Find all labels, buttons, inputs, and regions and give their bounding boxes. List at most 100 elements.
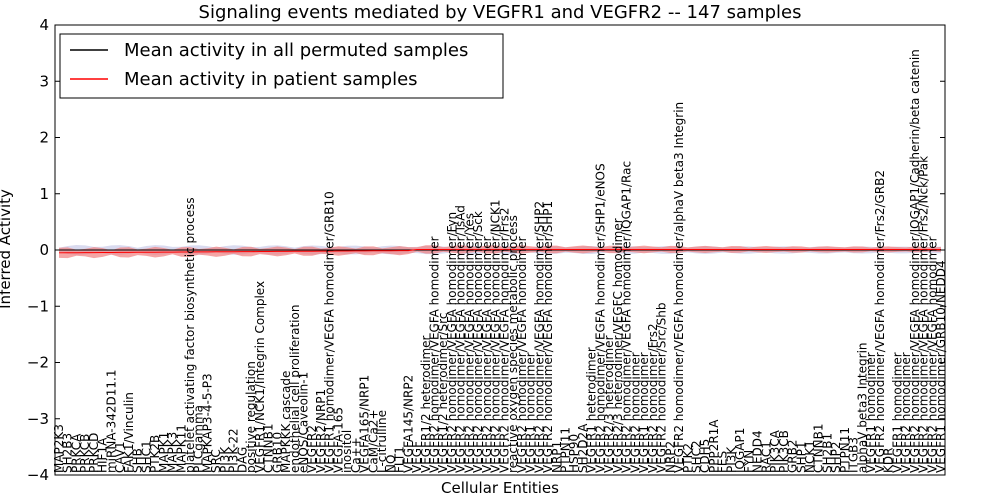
- entity-label: VEGFR2 homodimer/VEGFA homodimer: [515, 236, 529, 473]
- entity-label: MAPK1: [157, 432, 171, 473]
- entity-label: VEGFR1 homodimer: [864, 352, 878, 473]
- entity-label: PI3K-22: [227, 428, 241, 473]
- entity-label: NRP1: [550, 441, 564, 473]
- entity-label: VEGFA145/NRP2: [401, 375, 415, 473]
- y-tick-label: 0: [39, 241, 49, 259]
- entity-label: HSP90: [567, 434, 581, 473]
- entity-label: PPP2R1A: [707, 419, 721, 473]
- entity-label: CaM/Ca2+: [366, 409, 380, 473]
- entity-label: VEGFR2: [305, 425, 319, 473]
- entity-label: DAG: [235, 447, 249, 473]
- entity-label: MAPKKK cascade: [279, 371, 293, 473]
- entity-label: PIK3CB: [777, 430, 791, 473]
- entity-label: VEGFR1/2 heterodimer: [419, 335, 433, 473]
- entity-label: VEGFR2 homodimer/VEGFA homodimer: [480, 236, 494, 473]
- entity-label: eNOS/Caveolin-1: [297, 372, 311, 473]
- entity-label: SHB: [131, 448, 145, 473]
- legend-label-patient: Mean activity in patient samples: [124, 69, 418, 90]
- entity-label: PRKCB: [78, 434, 92, 473]
- y-tick-label: 3: [39, 72, 49, 90]
- entity-label: MAPK3: [166, 432, 180, 473]
- entity-label: NEDD4: [751, 430, 765, 473]
- entity-label: VEGFA-165: [331, 407, 345, 473]
- entity-label: positive regulation: [244, 361, 258, 473]
- entity-label: VEGFR2 homodimer/VEGFA homodimer/SHP1/eN…: [593, 163, 607, 473]
- entity-label: SHC2: [689, 440, 703, 473]
- entity-label: SHP2: [829, 441, 843, 473]
- entity-label: miRNA-342D11.1: [104, 370, 118, 473]
- y-tick-label: 1: [39, 185, 49, 203]
- entity-label: MAPK11: [174, 424, 188, 473]
- entity-label: VEGFR2 homodimer/VEGFA homodimer/alphaV …: [672, 102, 686, 473]
- entity-label: SRC: [209, 449, 223, 473]
- entity-label: VEGFR2 homodimer/VEGFA homodimer/Yes: [462, 213, 476, 473]
- entity-label: RAC1: [759, 441, 773, 473]
- entity-label: VEGFR2 homodimer/VEGFA homodimer/Frs2/Nc…: [917, 156, 931, 473]
- entity-label: FLT1: [393, 446, 407, 473]
- entity-label: endothelial cell proliferation: [288, 305, 302, 473]
- entity-label: PTPN11: [558, 427, 572, 473]
- entity-label: FYN: [742, 450, 756, 473]
- y-axis-ticks: 4 3 2 1 0 −1 −2 −3 −4: [27, 16, 945, 484]
- entity-label: VEGFR2 homodimer: [899, 352, 913, 473]
- entity-label: VEGFR2 homodimer/Src/Shb: [655, 302, 669, 473]
- entity-label: NCK1: [803, 440, 817, 473]
- entity-label: KDR: [882, 448, 896, 473]
- entity-label: reactive oxygen species metabolic proces…: [506, 215, 520, 473]
- entity-label: GRB10: [270, 432, 284, 473]
- entity-label: GRB2: [786, 439, 800, 473]
- entity-label: PTK2: [681, 443, 695, 473]
- entity-label: VEGFA165/NRP1: [358, 375, 372, 473]
- entity-label: VEGFR2 homodimer/VEGFA homodimer: [428, 236, 442, 473]
- entity-label: VEGFR2 homodimer/VEGFA homodimer/TsAd: [454, 205, 468, 473]
- entity-label: NRP2: [663, 441, 677, 473]
- y-tick-label: −3: [27, 410, 49, 428]
- entity-label: alphaV beta3 Integrin: [855, 342, 869, 473]
- entity-label: PI3K: [218, 446, 232, 473]
- chart-title: Signaling events mediated by VEGFR1 and …: [199, 2, 802, 23]
- entity-label: PIK3CA: [768, 429, 782, 473]
- entity-label: platelet activating factor biosynthetic …: [183, 197, 197, 473]
- entity-label: FAK1/Vinculin: [122, 392, 136, 473]
- entity-label: VEGFR2 homodimer/VEGFA homodimer/IQGAP1/…: [620, 161, 634, 473]
- entity-label: VEGFR2/3 heterodimer/VEGFC homodimer: [611, 218, 625, 473]
- entity-label: VEGFR2 homodimer/VEGFA homodimer/Fyn: [445, 212, 459, 473]
- entity-label: FES: [716, 451, 730, 473]
- entity-label: VEGFR2 homodimer/VEGFA homodimer/Frs2/GR…: [873, 170, 887, 473]
- entity-label: IQGAP1: [733, 428, 747, 473]
- entity-label: SH2B3: [61, 433, 75, 473]
- entity-label: PTPN11: [838, 427, 852, 473]
- series-lines: [58, 248, 941, 254]
- entity-label: VEGFR1 heterodimer: [585, 347, 599, 473]
- entity-label: SH2B1: [820, 433, 834, 473]
- y-axis-label: Inferred Activity: [0, 189, 14, 309]
- entity-label: CAV1: [113, 441, 127, 473]
- patient-range-band: [59, 245, 941, 259]
- entity-label: PRKCA: [69, 433, 83, 473]
- entity-labels: MAP2K3SH2B3PRKCAPRKCBPRKCDHIF1AmiRNA-342…: [52, 49, 948, 473]
- entity-label: VEGFR2 homodimer/VEGFA homodimer/SHP2: [532, 201, 546, 473]
- entity-label: VEGFR2 homodimer/VEGFA homodimer/SHP1: [541, 201, 555, 473]
- entity-label: PLCgamma: [192, 405, 206, 473]
- y-tick-label: −2: [27, 354, 49, 372]
- entity-label: ITGB3: [847, 437, 861, 473]
- entity-label: PI3K: [724, 446, 738, 473]
- y-tick-label: −1: [27, 297, 49, 315]
- entity-label: CTNNB1: [262, 423, 276, 473]
- entity-label: VEGFR2/3 heterodimer: [602, 335, 616, 473]
- entity-label: CTNNB1: [812, 423, 826, 473]
- legend-box: [59, 33, 504, 99]
- entity-label: MAPKAP3-4-5-P3: [200, 373, 214, 473]
- entity-label: VEGFR1 homodimer/GRB10/NEDD4: [934, 260, 948, 473]
- entity-label: SH2D2A: [576, 423, 590, 473]
- entity-label: PTK2B: [148, 435, 162, 473]
- entity-label: VEGFR1/2 heterodimer/Src: [436, 313, 450, 473]
- x-axis-label: Cellular Entities: [441, 479, 559, 497]
- entity-label: HIF1A: [96, 437, 110, 473]
- entity-label: VEGFR2/NRP1: [314, 389, 328, 473]
- entity-label: VEGFR2 homodimer/VEGFA homodimer/Sck: [471, 211, 485, 473]
- entity-label: VEGFR2 homodimer: [628, 352, 642, 473]
- entity-label: VEGFR2 homodimer/VEGFA homodimer: [925, 236, 939, 473]
- entity-label: VEGFR1 homodimer: [637, 352, 651, 473]
- entity-label: CDH5: [698, 439, 712, 473]
